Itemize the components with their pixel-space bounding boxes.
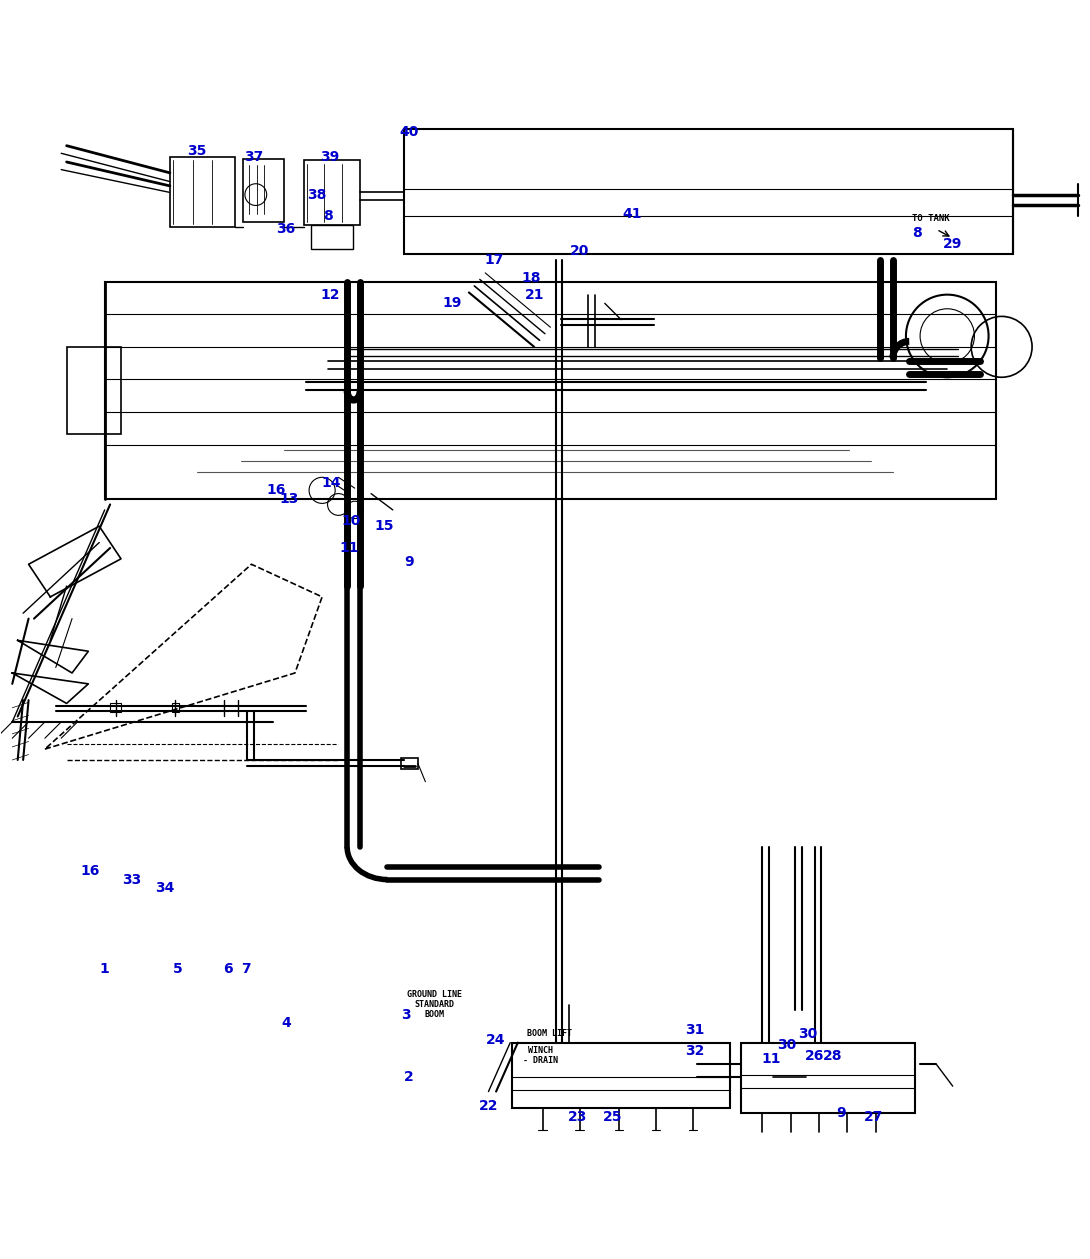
Text: 3: 3: [401, 1008, 411, 1022]
Text: 8: 8: [323, 209, 332, 223]
Text: 40: 40: [399, 125, 419, 138]
Bar: [512, 1042, 730, 1108]
Bar: [304, 160, 360, 225]
Text: 10: 10: [342, 514, 361, 528]
Bar: [401, 758, 417, 769]
Text: 33: 33: [122, 872, 142, 886]
Text: 1: 1: [100, 962, 110, 976]
Text: 18: 18: [521, 272, 541, 286]
Text: 24: 24: [486, 1034, 506, 1047]
Text: 29: 29: [943, 237, 962, 251]
Text: 36: 36: [277, 223, 295, 237]
Text: 31: 31: [686, 1022, 705, 1036]
Text: 8: 8: [912, 225, 922, 239]
Text: WINCH
- DRAIN: WINCH - DRAIN: [523, 1046, 558, 1065]
Bar: [741, 1042, 915, 1113]
Text: 13: 13: [280, 492, 299, 506]
Text: 28: 28: [823, 1049, 843, 1063]
Text: 11: 11: [340, 541, 359, 555]
Text: 12: 12: [320, 287, 339, 302]
Bar: [403, 130, 1013, 254]
Text: 26: 26: [804, 1049, 824, 1063]
Text: GROUND LINE
STANDARD
BOOM: GROUND LINE STANDARD BOOM: [407, 990, 461, 1020]
Text: 6: 6: [222, 962, 232, 976]
Text: 14: 14: [322, 476, 340, 490]
Text: 15: 15: [374, 519, 393, 534]
Text: 32: 32: [686, 1045, 705, 1059]
Bar: [170, 156, 235, 227]
Text: 4: 4: [281, 1016, 291, 1030]
Text: 20: 20: [570, 244, 590, 258]
Text: 7: 7: [241, 962, 251, 976]
Text: 39: 39: [320, 150, 339, 164]
Bar: [312, 225, 352, 249]
Text: 17: 17: [484, 253, 504, 267]
Text: 25: 25: [603, 1109, 622, 1123]
Bar: [110, 704, 121, 713]
Text: 37: 37: [244, 150, 264, 164]
Text: 21: 21: [524, 287, 544, 302]
Text: BOOM LIFT: BOOM LIFT: [526, 1030, 572, 1039]
Text: 41: 41: [622, 208, 642, 222]
Text: 19: 19: [443, 296, 462, 310]
Bar: [66, 346, 121, 434]
Text: 9: 9: [404, 555, 414, 569]
Text: 16: 16: [267, 483, 287, 497]
Text: 11: 11: [762, 1053, 780, 1066]
Text: 35: 35: [187, 144, 207, 159]
Text: 38: 38: [307, 188, 326, 201]
Text: 16: 16: [81, 864, 100, 878]
Bar: [172, 704, 179, 713]
Text: 22: 22: [479, 1099, 498, 1113]
Bar: [105, 282, 996, 499]
Text: 27: 27: [863, 1109, 883, 1123]
Bar: [243, 159, 284, 222]
Text: 5: 5: [172, 962, 182, 976]
Text: 9: 9: [836, 1107, 846, 1121]
Text: 2: 2: [404, 1070, 414, 1084]
Text: 30: 30: [777, 1037, 796, 1051]
Text: 23: 23: [568, 1109, 588, 1123]
Text: TO TANK: TO TANK: [912, 214, 949, 223]
Text: 34: 34: [155, 881, 174, 895]
Text: 30: 30: [799, 1027, 818, 1041]
